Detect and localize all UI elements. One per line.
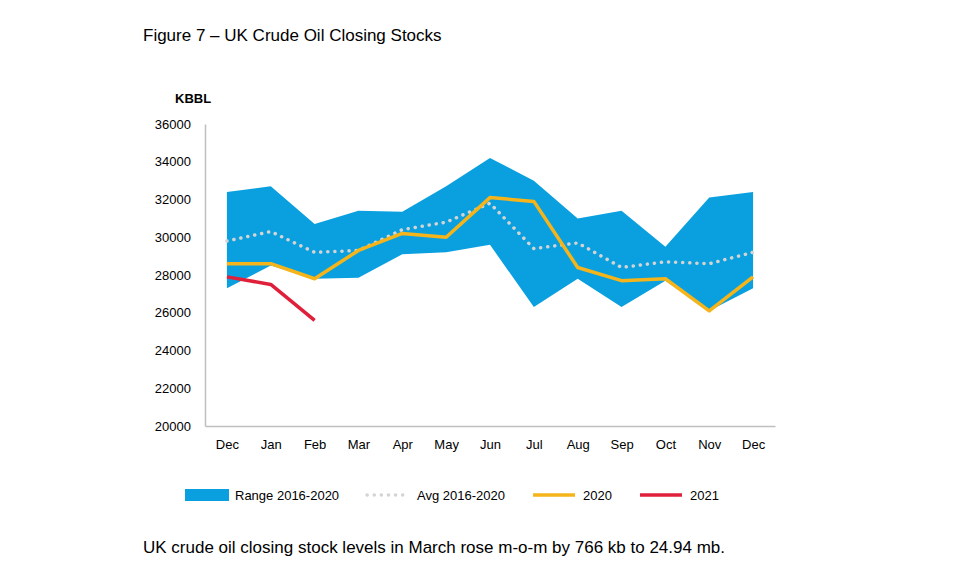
x-tick: Feb — [304, 426, 326, 452]
y-tick: 34000 — [155, 154, 205, 169]
x-tick: Apr — [393, 426, 414, 452]
y-axis-line — [205, 125, 207, 427]
legend-label: 2020 — [583, 488, 612, 503]
y-axis: 20000 22000 24000 26000 28000 30000 32000 34000… — [155, 117, 206, 434]
x-axis-line — [206, 426, 776, 428]
legend-label: 2021 — [690, 488, 719, 503]
range-area — [227, 158, 753, 311]
y-tick-label: 28000 — [155, 268, 191, 283]
x-tick: Jan — [261, 426, 282, 452]
legend: Range 2016-2020 Avg 2016-2020 2020 2021 — [185, 488, 719, 503]
x-tick: Jun — [480, 426, 501, 452]
x-tick-label: Aug — [567, 437, 590, 452]
x-tick: Sep — [610, 426, 633, 452]
x-axis: Dec Jan Feb Mar Apr May Jun Jul Aug Sep Oct Nov Dec — [206, 426, 776, 452]
legend-item: Avg 2016-2020 — [367, 488, 505, 503]
chart: Figure 7 – UK Crude Oil Closing Stocks KB… — [0, 0, 980, 573]
x-tick-label: Feb — [304, 437, 326, 452]
legend-item: 2021 — [640, 488, 719, 503]
x-tick: Aug — [567, 426, 590, 452]
x-tick: Dec — [742, 426, 766, 452]
y-tick-label: 32000 — [155, 192, 191, 207]
x-tick-label: Jun — [480, 437, 501, 452]
marks — [227, 158, 753, 320]
legend-label: Range 2016-2020 — [235, 488, 339, 503]
y-tick-label: 20000 — [155, 419, 191, 434]
y-tick: 36000 — [155, 117, 205, 132]
x-tick: Oct — [656, 426, 677, 452]
y-tick-label: 26000 — [155, 305, 191, 320]
y-tick-label: 24000 — [155, 343, 191, 358]
x-tick-label: Mar — [348, 437, 371, 452]
y-tick: 22000 — [155, 381, 205, 396]
y-tick: 24000 — [155, 343, 205, 358]
y-tick-label: 30000 — [155, 230, 191, 245]
y-tick: 28000 — [155, 268, 205, 283]
x-tick-label: Dec — [216, 437, 240, 452]
legend-swatch — [367, 493, 409, 497]
y-tick-label: 36000 — [155, 117, 191, 132]
series-line — [227, 203, 753, 267]
y-tick: 30000 — [155, 230, 205, 245]
x-tick-label: Jan — [261, 437, 282, 452]
legend-swatch — [640, 493, 682, 497]
y-tick-label: 34000 — [155, 154, 191, 169]
x-tick-label: Jul — [526, 437, 543, 452]
x-tick: May — [434, 426, 459, 452]
x-tick-label: Oct — [656, 437, 677, 452]
x-tick: Mar — [348, 426, 371, 452]
legend-swatch — [185, 489, 229, 501]
legend-item: 2020 — [533, 488, 612, 503]
x-tick: Dec — [216, 426, 240, 452]
y-axis-title: KBBL — [175, 91, 211, 106]
annotation: UK crude oil closing stock levels in Mar… — [143, 538, 725, 557]
x-tick-label: Apr — [393, 437, 414, 452]
x-tick: Jul — [526, 426, 543, 452]
x-tick-label: Dec — [742, 437, 766, 452]
series-line — [227, 277, 315, 320]
x-tick: Nov — [698, 426, 722, 452]
legend-swatch — [533, 493, 575, 497]
legend-label: Avg 2016-2020 — [417, 488, 505, 503]
title: Figure 7 – UK Crude Oil Closing Stocks — [143, 26, 442, 45]
series-line — [227, 198, 753, 311]
y-tick: 32000 — [155, 192, 205, 207]
x-tick-label: Sep — [610, 437, 633, 452]
x-tick-label: Nov — [698, 437, 722, 452]
y-tick-label: 22000 — [155, 381, 191, 396]
legend-item: Range 2016-2020 — [185, 488, 339, 503]
y-tick: 20000 — [155, 419, 205, 434]
y-tick: 26000 — [155, 305, 205, 320]
x-tick-label: May — [434, 437, 459, 452]
